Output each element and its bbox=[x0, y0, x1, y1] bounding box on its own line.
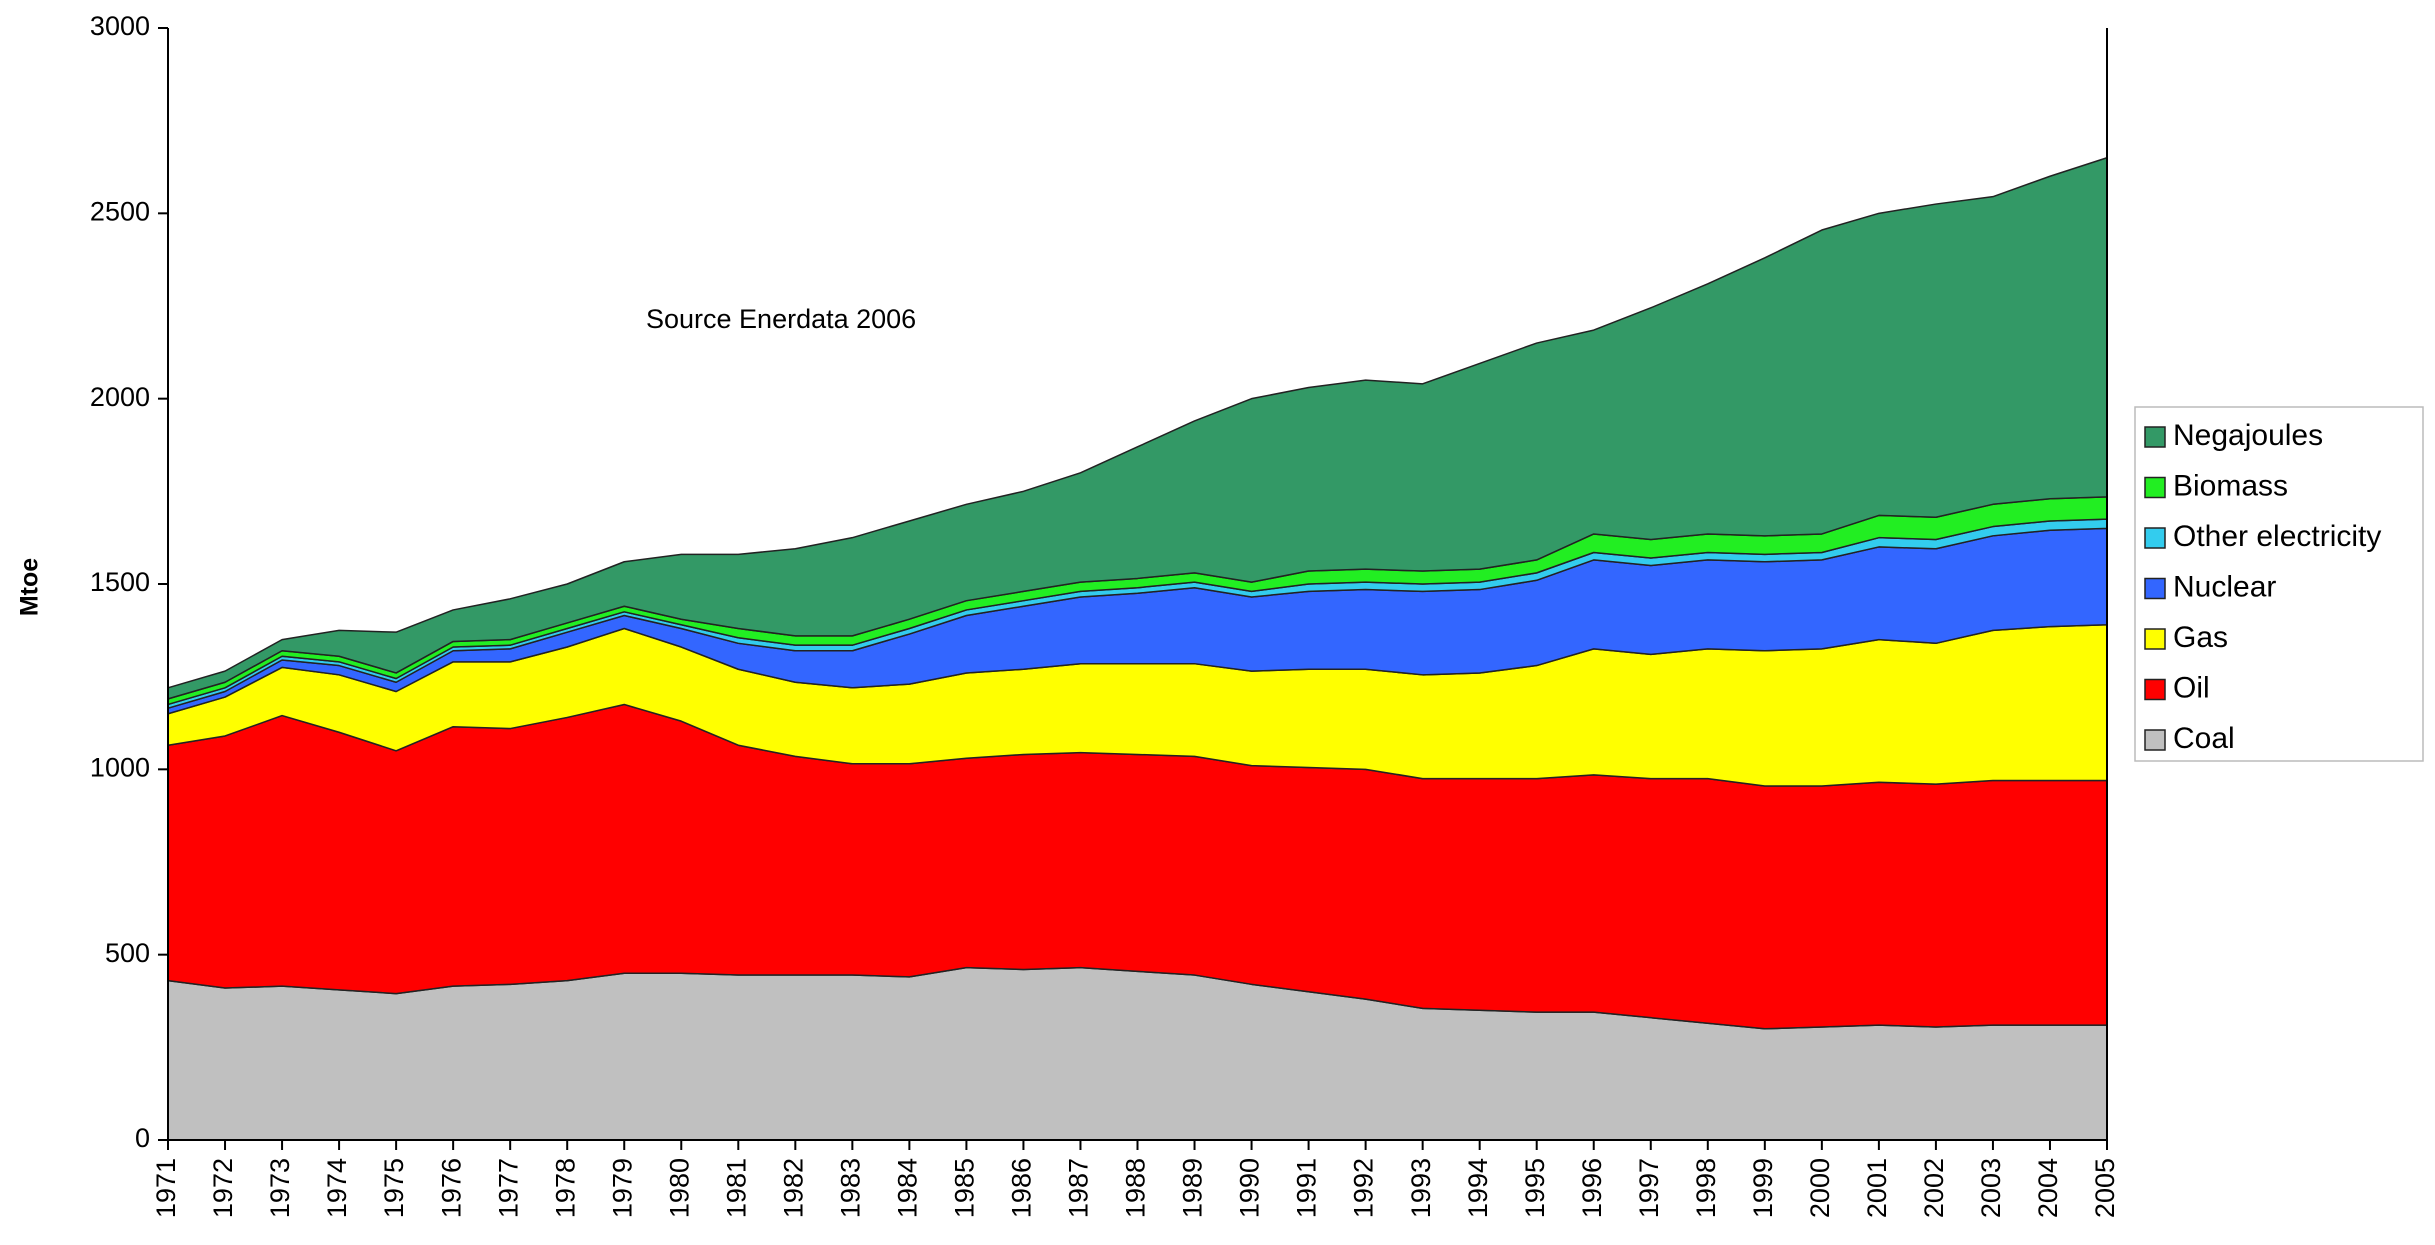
x-tick-label: 1974 bbox=[322, 1158, 352, 1218]
x-tick-label: 1996 bbox=[1577, 1158, 1607, 1218]
legend-label: Oil bbox=[2173, 671, 2210, 704]
legend-box bbox=[2134, 406, 2424, 762]
x-tick-label: 1980 bbox=[664, 1158, 694, 1218]
x-tick-label: 1979 bbox=[607, 1158, 637, 1218]
x-tick-label: 2004 bbox=[2033, 1158, 2063, 1218]
x-tick-label: 1992 bbox=[1349, 1158, 1379, 1218]
x-tick-label: 1995 bbox=[1520, 1158, 1550, 1218]
legend-label: Gas bbox=[2173, 621, 2228, 654]
x-tick-label: 1972 bbox=[208, 1158, 238, 1218]
y-tick-label: 2000 bbox=[90, 382, 150, 412]
x-tick-label: 1978 bbox=[550, 1158, 580, 1218]
x-tick-label: 2003 bbox=[1976, 1158, 2006, 1218]
legend-label: Other electricity bbox=[2173, 520, 2381, 553]
x-tick-label: 2005 bbox=[2090, 1158, 2120, 1218]
legend-label: Nuclear bbox=[2173, 570, 2276, 603]
legend-swatch bbox=[2144, 476, 2166, 499]
x-tick-label: 1981 bbox=[721, 1158, 751, 1218]
x-tick-label: 2001 bbox=[1862, 1158, 1892, 1218]
x-tick-label: 1984 bbox=[893, 1158, 923, 1218]
x-tick-label: 1990 bbox=[1235, 1158, 1265, 1218]
x-tick-label: 1975 bbox=[379, 1158, 409, 1218]
legend-label: Negajoules bbox=[2173, 419, 2323, 452]
legend-swatch bbox=[2144, 678, 2166, 701]
legend-swatch bbox=[2144, 628, 2166, 650]
x-tick-label: 1986 bbox=[1007, 1158, 1037, 1218]
x-tick-label: 2000 bbox=[1805, 1158, 1835, 1218]
x-tick-label: 1977 bbox=[493, 1158, 523, 1218]
y-axis-label: Mtoe bbox=[16, 558, 44, 616]
y-tick-label: 0 bbox=[135, 1123, 150, 1153]
y-tick-label: 2500 bbox=[90, 196, 150, 226]
x-tick-label: 1982 bbox=[778, 1158, 808, 1218]
x-tick-label: 1993 bbox=[1406, 1158, 1436, 1218]
legend-swatch bbox=[2144, 577, 2166, 600]
legend-swatch bbox=[2144, 527, 2166, 549]
x-tick-label: 1976 bbox=[436, 1158, 466, 1218]
x-tick-label: 1973 bbox=[265, 1158, 295, 1218]
x-tick-label: 1987 bbox=[1064, 1158, 1094, 1218]
legend-label: Biomass bbox=[2173, 469, 2288, 502]
legend-swatch bbox=[2144, 426, 2166, 448]
legend-label: Coal bbox=[2173, 722, 2235, 755]
x-tick-label: 1989 bbox=[1178, 1158, 1208, 1218]
y-tick-label: 1000 bbox=[90, 752, 150, 782]
x-tick-label: 1985 bbox=[950, 1158, 980, 1218]
y-tick-label: 3000 bbox=[90, 11, 150, 41]
x-tick-label: 1999 bbox=[1748, 1158, 1778, 1218]
y-tick-label: 1500 bbox=[90, 567, 150, 597]
x-tick-label: 2002 bbox=[1919, 1158, 1949, 1218]
x-tick-label: 1994 bbox=[1463, 1158, 1493, 1218]
x-tick-label: 1988 bbox=[1121, 1158, 1151, 1218]
x-tick-label: 1983 bbox=[835, 1158, 865, 1218]
x-tick-label: 1971 bbox=[151, 1158, 181, 1218]
x-tick-label: 1998 bbox=[1691, 1158, 1721, 1218]
y-tick-label: 500 bbox=[105, 938, 150, 968]
annotation: Source Enerdata 2006 bbox=[646, 304, 916, 334]
legend-swatch bbox=[2144, 729, 2166, 751]
x-tick-label: 1997 bbox=[1634, 1158, 1664, 1218]
x-tick-label: 1991 bbox=[1292, 1158, 1322, 1218]
